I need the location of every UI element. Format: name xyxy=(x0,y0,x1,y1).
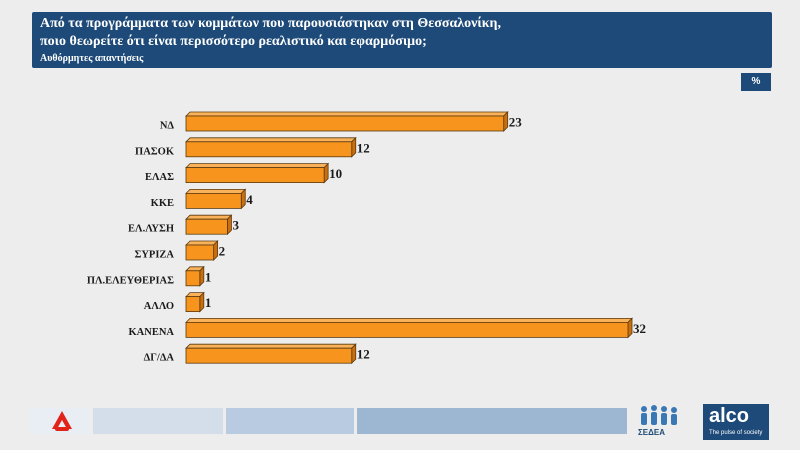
value-label: 4 xyxy=(246,192,253,207)
alco-name: alco xyxy=(709,405,750,427)
alco-tagline: The pulse of society xyxy=(709,430,763,436)
bar-side-face xyxy=(323,162,329,184)
value-label: 23 xyxy=(509,115,523,130)
value-label: 12 xyxy=(357,347,370,362)
question-line-1: Από τα προγράμματα των κομμάτων που παρο… xyxy=(40,16,501,31)
value-label: 1 xyxy=(205,295,212,310)
value-label: 2 xyxy=(219,244,226,259)
category-label: ΔΓ/ΔΑ xyxy=(144,353,175,364)
footer-segment-4 xyxy=(357,408,627,434)
value-label: 1 xyxy=(205,269,212,284)
bar-side-face xyxy=(213,240,219,261)
bar xyxy=(185,115,505,132)
unit-badge: % xyxy=(741,73,771,91)
bar-top-face xyxy=(185,111,509,117)
category-label: ΚΑΝΕΝΑ xyxy=(128,327,174,338)
bars-layer: ΝΔ 23 ΠΑΣΟΚ 12 ΕΛΑΣ 10 ΚΚΕ 4 ΕΛ.ΛΥΣΗ 3 ΣΥΡΙΖΑ 2 ΠΛ.Ε… xyxy=(87,111,646,365)
bar-side-face xyxy=(199,291,205,313)
question-line-2: ποιο θεωρείτε ότι είναι περισσότερο ρεαλ… xyxy=(40,34,427,49)
bar xyxy=(185,218,228,235)
bar xyxy=(185,192,242,209)
footer-segment-2 xyxy=(93,408,223,434)
bar xyxy=(185,244,215,261)
bar-top-face xyxy=(185,163,330,169)
bar-top-face xyxy=(185,240,219,246)
footer-segment-3 xyxy=(226,408,354,434)
category-label: ΑΛΛΟ xyxy=(144,301,174,312)
bar xyxy=(185,141,353,158)
bar-top-face xyxy=(185,188,247,194)
sedea-label: ΣΕΔΕΑ xyxy=(638,428,665,437)
people-icon xyxy=(641,405,677,425)
category-label: ΠΑΣΟΚ xyxy=(135,146,175,157)
category-label: ΕΛΑΣ xyxy=(145,172,174,183)
value-label: 12 xyxy=(357,140,370,155)
sedea-logo: ΣΕΔΕΑ xyxy=(630,404,690,440)
category-label: ΠΛ.ΕΛΕΥΘΕΡΙΑΣ xyxy=(87,275,174,286)
bar-top-face xyxy=(185,343,357,349)
bar-side-face xyxy=(351,136,357,158)
value-label: 3 xyxy=(232,218,239,233)
bar xyxy=(185,296,201,313)
bar-side-face xyxy=(199,265,205,287)
bar-side-face xyxy=(351,343,357,365)
bar-top-face xyxy=(185,137,357,143)
bar xyxy=(185,321,629,338)
bar-chart: ΝΔ 23 ΠΑΣΟΚ 12 ΕΛΑΣ 10 ΚΚΕ 4 ΕΛ.ΛΥΣΗ 3 ΣΥΡΙΖΑ 2 ΠΛ.Ε… xyxy=(87,111,646,365)
bar-side-face xyxy=(240,188,246,210)
bar xyxy=(185,270,201,287)
value-label: 10 xyxy=(329,166,342,181)
question-subtitle: Αυθόρμητες απαντήσεις xyxy=(40,53,144,64)
category-label: ΕΛ.ΛΥΣΗ xyxy=(128,224,174,235)
bar xyxy=(185,347,353,364)
bar-side-face xyxy=(227,214,232,236)
question-header: Από τα προγράμματα των κομμάτων που παρο… xyxy=(32,12,772,68)
category-label: ΚΚΕ xyxy=(151,198,174,209)
bar-top-face xyxy=(185,214,233,220)
bar xyxy=(185,167,325,184)
category-label: ΣΥΡΙΖΑ xyxy=(134,250,174,261)
alco-logo: alco The pulse of society xyxy=(703,404,769,440)
value-label: 32 xyxy=(633,321,646,336)
alpha-logo-icon xyxy=(50,409,74,433)
bar-side-face xyxy=(627,317,633,339)
bar-top-face xyxy=(185,317,633,323)
category-label: ΝΔ xyxy=(160,121,175,132)
bar-side-face xyxy=(503,111,509,132)
